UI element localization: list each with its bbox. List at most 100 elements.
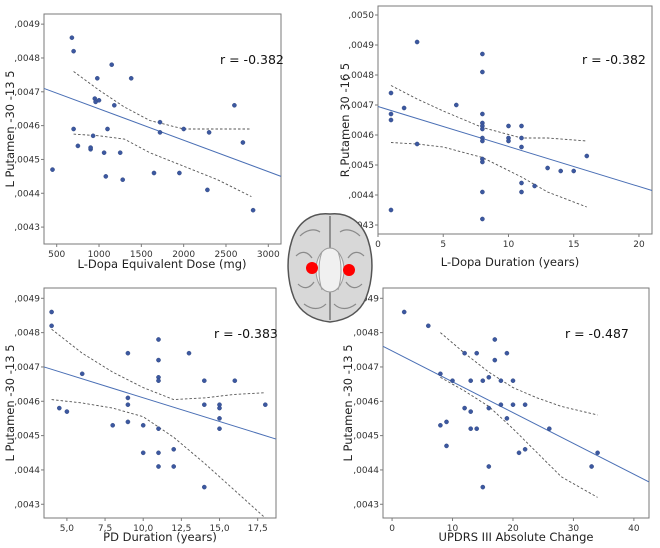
data-point — [474, 426, 480, 432]
data-point — [516, 450, 522, 456]
data-point — [545, 165, 550, 171]
y-tick-label: ,0046 — [14, 397, 40, 407]
data-point — [519, 135, 524, 141]
y-tick-label: ,0043 — [353, 500, 379, 510]
data-point — [205, 187, 210, 193]
data-point — [117, 150, 123, 155]
data-point — [462, 405, 467, 411]
data-point — [498, 402, 504, 408]
x-tick-label: 10 — [503, 240, 515, 250]
data-point — [156, 426, 161, 432]
fit-line — [43, 366, 277, 440]
data-point — [171, 446, 176, 452]
data-point — [75, 143, 81, 149]
y-tick-label: ,0047 — [353, 363, 379, 373]
data-point — [140, 422, 146, 428]
y-tick-label: ,0049 — [353, 294, 379, 304]
data-points — [50, 35, 256, 213]
data-point — [101, 150, 107, 155]
data-points — [388, 39, 590, 222]
data-point — [480, 111, 485, 117]
y-tick-label: ,0043 — [14, 223, 40, 233]
y-tick-label: ,0045 — [14, 432, 40, 442]
confidence-band — [73, 71, 252, 198]
data-point — [486, 405, 492, 411]
data-point — [388, 111, 394, 117]
x-tick-label: 40 — [628, 524, 640, 534]
data-point — [438, 422, 443, 428]
data-point — [50, 167, 55, 172]
data-point — [250, 207, 256, 213]
y-tick-label: ,0045 — [348, 161, 374, 171]
panel-bottom-right: 0 10 20 30 40 ,0043 ,0044 ,0045 ,0046 ,0047 ,0048… — [341, 287, 650, 544]
data-point — [480, 138, 485, 144]
x-tick-label: 20 — [507, 524, 519, 534]
data-point — [96, 98, 102, 103]
y-tick-label: ,0044 — [348, 191, 374, 201]
x-tick-label: 5,0 — [60, 524, 75, 534]
ci-upper-curve — [390, 85, 587, 142]
correlation-label: r = -0.487 — [565, 326, 629, 341]
y-tick-label: ,0048 — [14, 329, 40, 339]
data-point — [388, 90, 394, 96]
ci-lower-curve — [440, 376, 598, 498]
data-point — [156, 450, 161, 456]
x-tick-label: 17,5 — [248, 524, 268, 534]
y-tick-label: ,0046 — [348, 131, 374, 141]
ci-upper-curve — [73, 71, 252, 130]
data-point — [206, 130, 212, 135]
data-point — [438, 371, 443, 377]
data-point — [468, 426, 474, 432]
data-point — [71, 126, 76, 132]
x-axis-label: UPDRS III Absolute Change — [439, 530, 594, 544]
x-tick-label: 500 — [48, 250, 65, 260]
data-point — [504, 350, 510, 356]
y-axis-label: L Putamen -30 -13 5 — [341, 344, 355, 461]
plot-frame — [382, 287, 650, 519]
x-axis-label: L-Dopa Duration (years) — [441, 255, 579, 269]
regression-line — [43, 366, 277, 440]
data-point — [480, 378, 486, 384]
data-point — [504, 416, 510, 421]
data-point — [401, 105, 407, 111]
plot-frame — [43, 287, 277, 519]
data-point — [444, 443, 449, 449]
y-tick-label: ,0048 — [14, 54, 40, 64]
x-tick-label: 1000 — [88, 250, 111, 260]
data-point — [49, 323, 54, 329]
y-tick-labels: ,0043 ,0044 ,0045 ,0046 ,0047 ,0048 ,0049 — [14, 20, 44, 233]
x-axis-label: PD Duration (years) — [103, 530, 217, 544]
data-point — [69, 35, 75, 41]
data-point — [232, 103, 237, 108]
y-tick-labels: ,0043,0044,0045,0046,0047,0048,0049,0050 — [348, 11, 378, 231]
data-point — [498, 378, 504, 384]
data-point — [510, 402, 516, 408]
x-tick-label: 10,0 — [133, 524, 153, 534]
x-tick-label: 1500 — [130, 250, 153, 260]
data-point — [388, 117, 394, 123]
y-tick-label: ,0050 — [348, 11, 374, 21]
data-point — [71, 48, 76, 54]
data-point — [486, 464, 492, 469]
data-point — [125, 419, 131, 425]
data-point — [232, 378, 238, 384]
fit-line — [382, 345, 650, 483]
y-tick-label: ,0046 — [14, 122, 40, 132]
data-point — [547, 426, 552, 432]
y-tick-label: ,0044 — [14, 189, 40, 199]
data-point — [522, 446, 528, 452]
data-point — [128, 76, 134, 81]
y-axis-label: R Putamen 30 -16 5 — [338, 63, 352, 178]
right-putamen-roi — [343, 264, 355, 276]
fit-line — [43, 87, 282, 177]
data-point — [519, 144, 524, 150]
plot-frame — [377, 5, 653, 235]
axial-brain-slice-icon — [287, 213, 373, 323]
data-point — [110, 422, 115, 428]
confidence-band — [390, 85, 587, 208]
fit-line — [377, 106, 653, 191]
y-tick-label: ,0048 — [353, 329, 379, 339]
data-point — [201, 378, 207, 384]
